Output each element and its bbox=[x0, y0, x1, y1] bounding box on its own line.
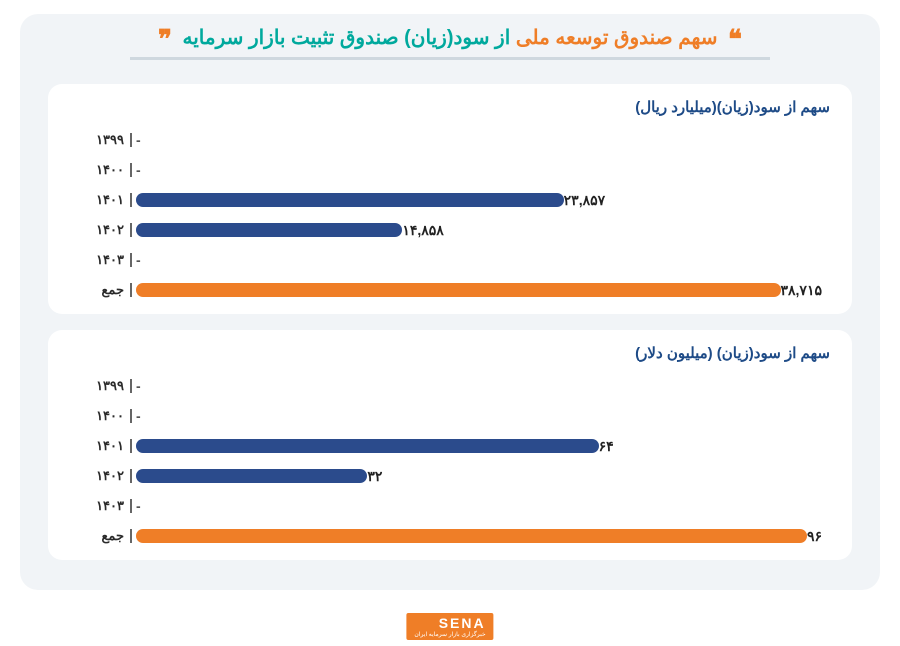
bar-area: ۶۴ bbox=[136, 432, 830, 460]
bar-value: ۹۶ bbox=[807, 528, 822, 545]
row-label: ۱۴۰۱ bbox=[70, 438, 124, 454]
bar-area: - bbox=[136, 372, 830, 400]
axis-tick bbox=[130, 439, 132, 453]
bar-row: ۱۴۰۰- bbox=[70, 156, 830, 184]
row-label: ۱۴۰۱ bbox=[70, 192, 124, 208]
bar-area: ۱۴,۸۵۸ bbox=[136, 216, 830, 244]
bar-row: جمع ۳۸,۷۱۵ bbox=[70, 276, 830, 304]
bar-area: ۲۳,۸۵۷ bbox=[136, 186, 830, 214]
bar-area: - bbox=[136, 126, 830, 154]
bar-row: ۱۴۰۱ ۶۴ bbox=[70, 432, 830, 460]
bar-row: ۱۴۰۳- bbox=[70, 492, 830, 520]
row-label: جمع bbox=[70, 528, 124, 544]
row-label: ۱۴۰۰ bbox=[70, 162, 124, 178]
title-underline bbox=[130, 57, 770, 60]
row-label: ۱۳۹۹ bbox=[70, 132, 124, 148]
bar-area: - bbox=[136, 402, 830, 430]
bar-value: - bbox=[136, 252, 141, 268]
bar-value: - bbox=[136, 498, 141, 514]
bar bbox=[136, 529, 807, 543]
bar-row: ۱۴۰۲ ۱۴,۸۵۸ bbox=[70, 216, 830, 244]
bar-area: ۳۲ bbox=[136, 462, 830, 490]
sena-logo: SENA خبرگزاری بازار سرمایه ایران bbox=[406, 613, 493, 640]
bar-row: ۱۳۹۹- bbox=[70, 372, 830, 400]
logo-sub: خبرگزاری بازار سرمایه ایران bbox=[414, 631, 485, 638]
title-block: ❝ سهم صندوق توسعه ملی از سود(زیان) صندوق… bbox=[20, 14, 880, 74]
row-label: ۱۴۰۳ bbox=[70, 498, 124, 514]
bar bbox=[136, 283, 781, 297]
bar-value: ۳۲ bbox=[367, 468, 382, 485]
bar-row: ۱۳۹۹- bbox=[70, 126, 830, 154]
chart-panel: سهم از سود(زیان)(میلیارد ریال)۱۳۹۹-۱۴۰۰-… bbox=[48, 84, 852, 314]
row-label: ۱۴۰۰ bbox=[70, 408, 124, 424]
panel-title: سهم از سود(زیان)(میلیارد ریال) bbox=[70, 98, 830, 116]
bar bbox=[136, 439, 599, 453]
bar bbox=[136, 223, 402, 237]
axis-tick bbox=[130, 409, 132, 423]
row-label: ۱۴۰۲ bbox=[70, 468, 124, 484]
axis-tick bbox=[130, 499, 132, 513]
bar-value: ۳۸,۷۱۵ bbox=[781, 282, 823, 299]
bar-row: ۱۴۰۰- bbox=[70, 402, 830, 430]
panel-title: سهم از سود(زیان) (میلیون دلار) bbox=[70, 344, 830, 362]
axis-tick bbox=[130, 529, 132, 543]
axis-tick bbox=[130, 163, 132, 177]
panels-host: سهم از سود(زیان)(میلیارد ریال)۱۳۹۹-۱۴۰۰-… bbox=[20, 84, 880, 560]
axis-tick bbox=[130, 193, 132, 207]
axis-tick bbox=[130, 223, 132, 237]
row-label: ۱۴۰۲ bbox=[70, 222, 124, 238]
bar-area: - bbox=[136, 246, 830, 274]
bar-area: ۹۶ bbox=[136, 522, 830, 550]
bar-row: جمع ۹۶ bbox=[70, 522, 830, 550]
title-accent: سهم صندوق توسعه ملی bbox=[516, 27, 718, 49]
bar-row: ۱۴۰۱ ۲۳,۸۵۷ bbox=[70, 186, 830, 214]
bar-value: ۶۴ bbox=[599, 438, 614, 455]
bar-value: - bbox=[136, 378, 141, 394]
bar-area: - bbox=[136, 156, 830, 184]
bar-value: ۲۳,۸۵۷ bbox=[564, 192, 606, 209]
chart-panel: سهم از سود(زیان) (میلیون دلار)۱۳۹۹-۱۴۰۰-… bbox=[48, 330, 852, 560]
outer-container: ❝ سهم صندوق توسعه ملی از سود(زیان) صندوق… bbox=[20, 14, 880, 590]
row-label: ۱۳۹۹ bbox=[70, 378, 124, 394]
bar-value: - bbox=[136, 132, 141, 148]
axis-tick bbox=[130, 469, 132, 483]
logo-text: SENA bbox=[439, 615, 486, 631]
axis-tick bbox=[130, 253, 132, 267]
bar-row: ۱۴۰۲ ۳۲ bbox=[70, 462, 830, 490]
chart-title: سهم صندوق توسعه ملی از سود(زیان) صندوق ت… bbox=[183, 25, 718, 50]
bar-value: - bbox=[136, 408, 141, 424]
bar bbox=[136, 193, 564, 207]
bar-value: - bbox=[136, 162, 141, 178]
bar-value: ۱۴,۸۵۸ bbox=[402, 222, 444, 239]
title-main: از سود(زیان) صندوق تثبیت بازار سرمایه bbox=[183, 27, 516, 49]
bar bbox=[136, 469, 367, 483]
bar-area: ۳۸,۷۱۵ bbox=[136, 276, 830, 304]
quote-close-icon: ❞ bbox=[158, 24, 172, 55]
axis-tick bbox=[130, 379, 132, 393]
row-label: جمع bbox=[70, 282, 124, 298]
axis-tick bbox=[130, 283, 132, 297]
bar-area: - bbox=[136, 492, 830, 520]
quote-open-icon: ❝ bbox=[728, 24, 742, 55]
row-label: ۱۴۰۳ bbox=[70, 252, 124, 268]
bar-row: ۱۴۰۳- bbox=[70, 246, 830, 274]
axis-tick bbox=[130, 133, 132, 147]
